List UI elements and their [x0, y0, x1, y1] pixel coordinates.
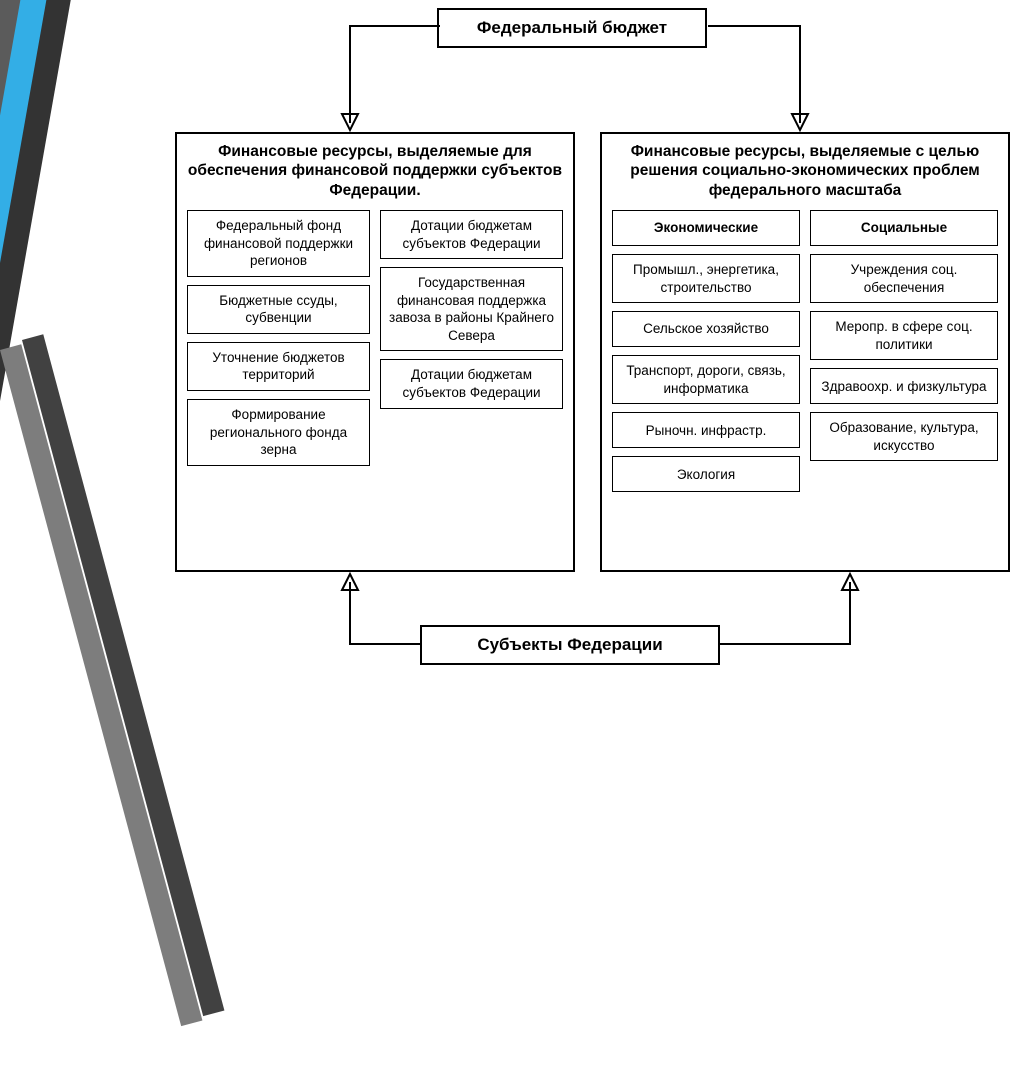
left-panel-header: Финансовые ресурсы, выделяемые для обесп…	[177, 134, 573, 210]
cell: Рыночн. инфрастр.	[612, 412, 800, 448]
right-panel-header: Финансовые ресурсы, выделяемые с целью р…	[602, 134, 1008, 210]
cell: Учреждения соц. обеспечения	[810, 254, 998, 303]
cell: Формирование регионального фонда зерна	[187, 399, 370, 466]
cell: Меропр. в сфере соц. политики	[810, 311, 998, 360]
cell: Государственная финансовая поддержка зав…	[380, 267, 563, 351]
cell: Уточнение бюджетов территорий	[187, 342, 370, 391]
cell: Промышл., энергетика, строительство	[612, 254, 800, 303]
left-panel-col-b: Дотации бюджетам субъектов Федерации Госу…	[380, 210, 563, 465]
left-panel: Финансовые ресурсы, выделяемые для обесп…	[175, 132, 575, 572]
cell: Дотации бюджетам субъектов Федерации	[380, 210, 563, 259]
right-panel-body: Экономические Промышл., энергетика, строи…	[602, 210, 1008, 502]
stripe	[0, 0, 38, 1087]
diagram-canvas: Федеральный бюджет Финансовые ресурсы, в…	[150, 0, 1014, 768]
cell: Сельское хозяйство	[612, 311, 800, 347]
cell: Бюджетные ссуды, субвенции	[187, 285, 370, 334]
left-panel-col-a: Федеральный фонд финансовой поддержки ре…	[187, 210, 370, 465]
top-title-text: Федеральный бюджет	[477, 18, 667, 38]
bottom-title-text: Субъекты Федерации	[477, 635, 662, 655]
left-panel-body: Федеральный фонд финансовой поддержки ре…	[177, 210, 573, 475]
decorative-stripes	[0, 0, 120, 768]
column-header: Экономические	[612, 210, 800, 246]
top-title-node: Федеральный бюджет	[437, 8, 707, 48]
stripe	[0, 0, 88, 1086]
cell: Федеральный фонд финансовой поддержки ре…	[187, 210, 370, 277]
right-panel: Финансовые ресурсы, выделяемые с целью р…	[600, 132, 1010, 572]
cell: Экология	[612, 456, 800, 492]
cell: Образование, культура, искусство	[810, 412, 998, 461]
right-panel-col-a: Экономические Промышл., энергетика, строи…	[612, 210, 800, 492]
cell: Здравоохр. и физкультура	[810, 368, 998, 404]
cell: Дотации бюджетам субъектов Федерации	[380, 359, 563, 408]
stripe	[0, 0, 66, 1087]
right-panel-col-b: Социальные Учреждения соц. обеспечения Мер…	[810, 210, 998, 492]
cell: Транспорт, дороги, связь, информатика	[612, 355, 800, 404]
column-header: Социальные	[810, 210, 998, 246]
bottom-title-node: Субъекты Федерации	[420, 625, 720, 665]
